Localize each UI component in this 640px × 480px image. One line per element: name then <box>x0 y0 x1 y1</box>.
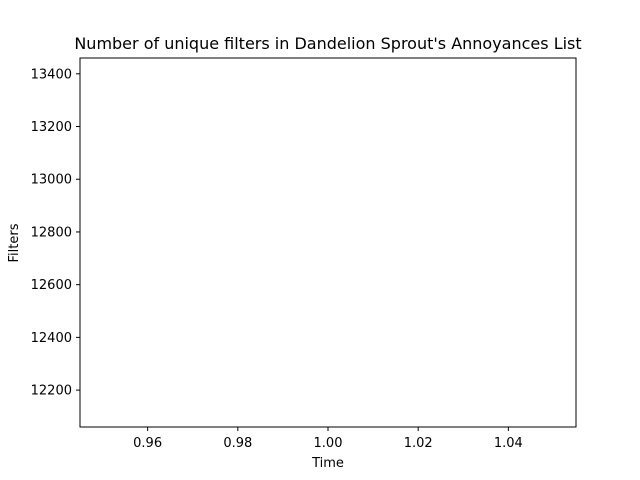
y-tick-label: 13400 <box>31 67 72 82</box>
y-tick-label: 12200 <box>31 384 72 399</box>
x-tick-label: 0.98 <box>223 436 252 451</box>
y-tick-label: 12600 <box>31 278 72 293</box>
y-tick-label: 12400 <box>31 331 72 346</box>
x-axis: 0.96 0.98 1.00 1.02 1.04 <box>133 427 523 451</box>
y-tick-label: 13200 <box>31 120 72 135</box>
plot-area <box>79 57 577 428</box>
x-tick-label: 0.96 <box>133 436 162 451</box>
x-tick-label: 1.00 <box>314 436 343 451</box>
x-tick-label: 1.04 <box>494 436 523 451</box>
y-axis: 12200 12400 12600 12800 13000 13200 13400 <box>31 67 80 399</box>
x-tick-label: 1.02 <box>404 436 433 451</box>
y-tick-label: 13000 <box>31 173 72 188</box>
x-axis-label: Time <box>311 456 344 471</box>
y-tick-label: 12800 <box>31 225 72 240</box>
chart-title: Number of unique filters in Dandelion Sp… <box>74 34 581 53</box>
y-axis-label: Filters <box>7 223 22 262</box>
